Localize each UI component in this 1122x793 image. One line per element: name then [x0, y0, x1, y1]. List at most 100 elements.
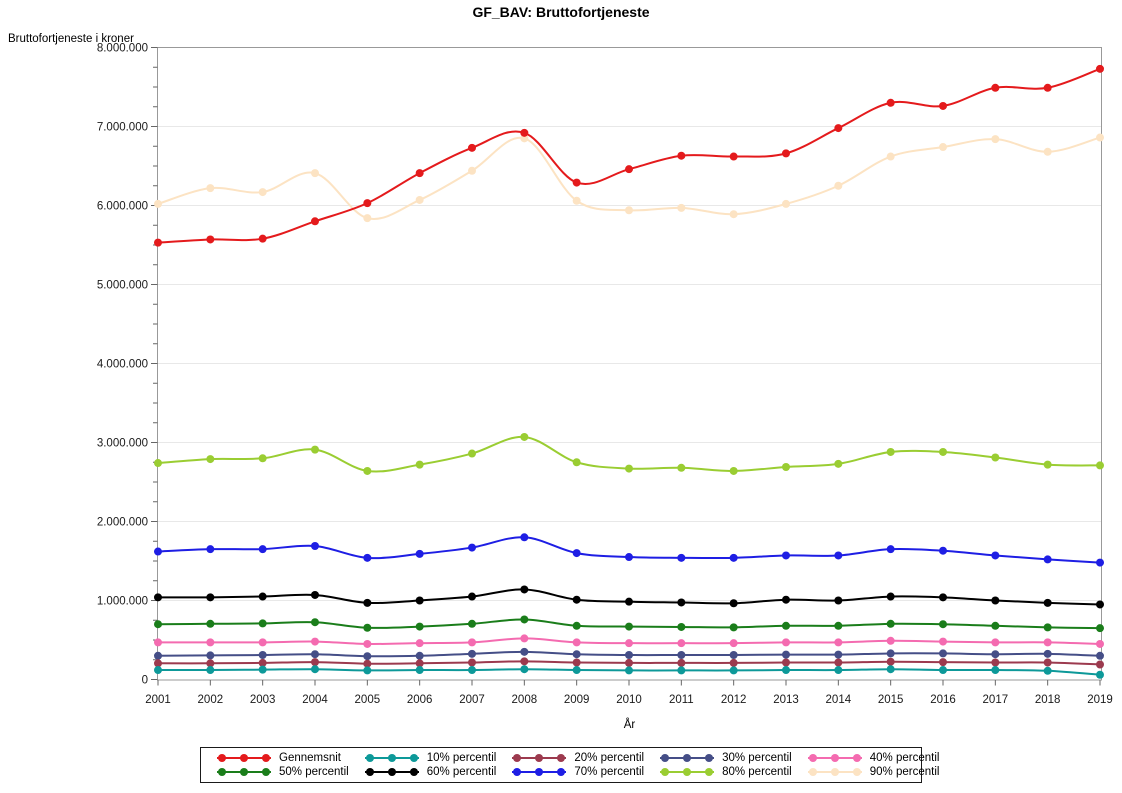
series-marker-80-percentil: [468, 449, 476, 458]
series-marker-20-percentil: [1096, 660, 1104, 669]
series-marker-20-percentil: [258, 658, 267, 667]
series-marker-70-percentil: [991, 551, 1000, 560]
legend-marker-icon: [364, 768, 419, 776]
series-marker-10-percentil: [939, 666, 947, 675]
x-tick-label: 2006: [407, 694, 433, 706]
series-marker-90-percentil: [729, 210, 738, 219]
series-marker-gennemsnit: [625, 165, 633, 174]
series-marker-20-percentil: [939, 658, 947, 667]
series-marker-gennemsnit: [311, 217, 319, 226]
series-marker-20-percentil: [1043, 658, 1052, 667]
series-marker-80-percentil: [311, 445, 319, 454]
series-marker-60-percentil: [729, 599, 738, 608]
series-marker-10-percentil: [991, 666, 1000, 675]
legend-marker-icon: [807, 768, 862, 776]
series-marker-30-percentil: [520, 647, 529, 656]
legend-marker-icon: [512, 754, 567, 762]
series-marker-30-percentil: [311, 650, 319, 659]
series-marker-40-percentil: [834, 638, 843, 647]
series-marker-50-percentil: [729, 623, 738, 632]
series-marker-gennemsnit: [258, 234, 267, 243]
series-marker-50-percentil: [625, 622, 633, 631]
series-marker-30-percentil: [886, 649, 895, 658]
series-marker-80-percentil: [415, 460, 424, 469]
legend-label: Gennemsnit: [279, 752, 342, 764]
series-marker-60-percentil: [520, 585, 529, 594]
series-marker-90-percentil: [1043, 147, 1052, 156]
series-marker-30-percentil: [834, 650, 843, 659]
series-marker-90-percentil: [834, 181, 843, 190]
series-marker-70-percentil: [258, 545, 267, 554]
legend-marker-icon: [364, 754, 419, 762]
x-tick-label: 2012: [721, 694, 747, 706]
series-marker-40-percentil: [677, 639, 686, 648]
series-marker-20-percentil: [729, 658, 738, 667]
x-tick-label: 2016: [930, 694, 956, 706]
legend-marker-icon: [217, 754, 271, 762]
series-marker-50-percentil: [886, 619, 895, 628]
series-marker-gennemsnit: [991, 83, 1000, 92]
series-marker-gennemsnit: [363, 199, 372, 208]
series-marker-10-percentil: [520, 665, 529, 674]
series-marker-10-percentil: [415, 666, 424, 675]
series-marker-10-percentil: [677, 666, 686, 675]
series-marker-90-percentil: [154, 199, 162, 208]
series-marker-90-percentil: [886, 152, 895, 161]
series-marker-30-percentil: [1043, 649, 1052, 658]
series-marker-70-percentil: [206, 545, 215, 554]
series-marker-gennemsnit: [834, 124, 843, 133]
series-marker-20-percentil: [468, 658, 476, 667]
series-marker-20-percentil: [991, 658, 1000, 667]
series-marker-70-percentil: [834, 551, 843, 560]
series-marker-gennemsnit: [415, 169, 424, 178]
x-tick-label: 2019: [1087, 694, 1113, 706]
x-tick-label: 2011: [669, 694, 694, 706]
series-marker-80-percentil: [154, 459, 162, 468]
series-line-gennemsnit: [157, 67, 1101, 244]
series-marker-70-percentil: [886, 545, 895, 554]
y-axis-title: Bruttofortjeneste i kroner: [8, 33, 134, 45]
x-tick-label: 2004: [302, 694, 328, 706]
series-marker-90-percentil: [625, 206, 633, 215]
y-tick-label: 8.000.000: [97, 43, 148, 55]
series-marker-gennemsnit: [729, 152, 738, 161]
legend-item-80-percentil: 80% percentil: [644, 766, 792, 778]
legend-label: 60% percentil: [426, 766, 497, 778]
series-marker-80-percentil: [625, 464, 633, 473]
series-marker-70-percentil: [363, 553, 372, 562]
series-marker-60-percentil: [939, 593, 947, 602]
series-marker-gennemsnit: [782, 149, 790, 158]
series-marker-80-percentil: [729, 466, 738, 475]
y-tick-label: 5.000.000: [97, 280, 148, 292]
series-marker-80-percentil: [677, 463, 686, 472]
series-marker-70-percentil: [729, 553, 738, 562]
series-marker-30-percentil: [363, 652, 372, 661]
x-tick-label: 2005: [355, 694, 381, 706]
series-marker-40-percentil: [939, 637, 947, 646]
series-marker-gennemsnit: [206, 235, 215, 244]
series-marker-80-percentil: [363, 466, 372, 475]
series-marker-30-percentil: [1096, 651, 1104, 660]
series-marker-60-percentil: [572, 595, 581, 604]
series-marker-20-percentil: [677, 658, 686, 667]
chart-title: GF_BAV: Bruttofortjeneste: [472, 4, 650, 20]
series-marker-40-percentil: [468, 638, 476, 647]
series-marker-30-percentil: [206, 651, 215, 660]
series-marker-80-percentil: [834, 459, 843, 468]
series-marker-90-percentil: [939, 143, 947, 152]
legend-marker-icon: [660, 768, 715, 776]
series-marker-20-percentil: [311, 658, 319, 667]
legend-label: 30% percentil: [722, 752, 792, 764]
y-tick-label: 2.000.000: [97, 517, 148, 529]
legend-item-40-percentil: 40% percentil: [792, 752, 939, 764]
legend-marker-icon: [217, 768, 271, 776]
series-marker-60-percentil: [468, 592, 476, 601]
x-tick-label: 2014: [826, 694, 852, 706]
series-marker-90-percentil: [1096, 133, 1104, 142]
y-tick-label: 1.000.000: [97, 596, 148, 608]
series-marker-10-percentil: [154, 666, 162, 675]
legend-item-20-percentil: 20% percentil: [496, 752, 644, 764]
x-tick-label: 2001: [145, 694, 171, 706]
series-marker-60-percentil: [311, 590, 319, 599]
